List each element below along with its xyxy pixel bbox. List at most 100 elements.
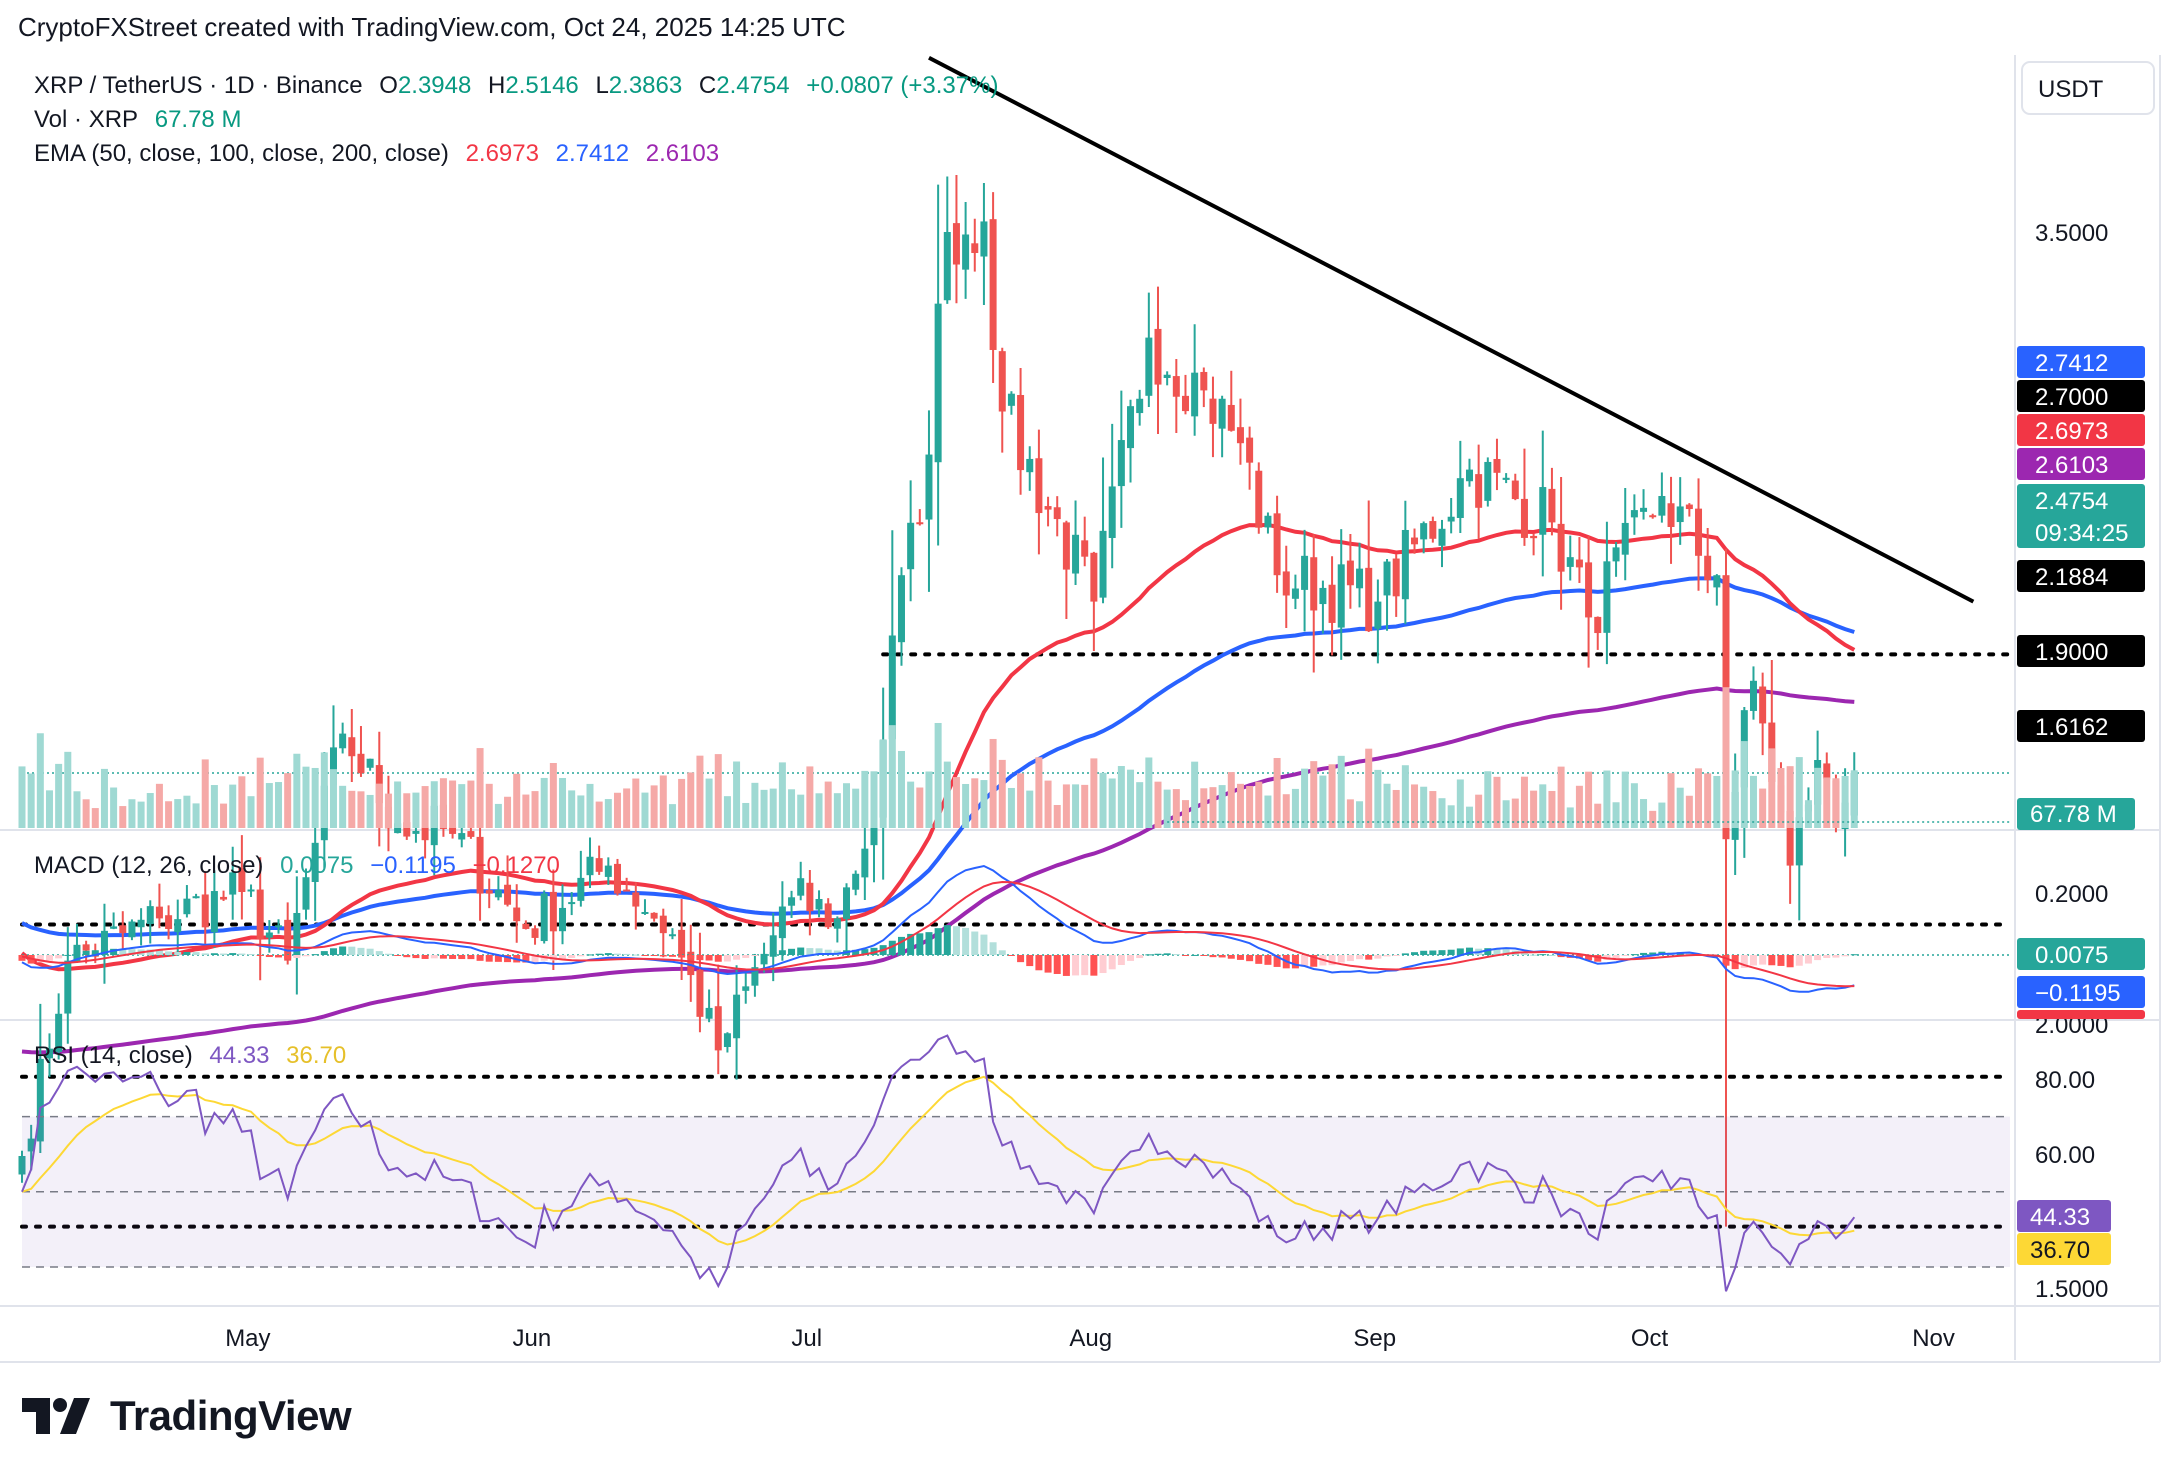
candle[interactable] xyxy=(1429,521,1437,539)
candle[interactable] xyxy=(1172,376,1180,397)
candle[interactable] xyxy=(604,865,612,877)
candle[interactable] xyxy=(1163,374,1171,378)
candle[interactable] xyxy=(1420,523,1428,540)
candle[interactable] xyxy=(1548,488,1556,523)
candle[interactable] xyxy=(82,944,90,951)
candle[interactable] xyxy=(27,1138,35,1152)
candle[interactable] xyxy=(18,1156,26,1175)
candle[interactable] xyxy=(155,906,163,919)
candle[interactable] xyxy=(952,223,960,265)
candle[interactable] xyxy=(1585,562,1593,618)
candle[interactable] xyxy=(36,1058,44,1142)
candle[interactable] xyxy=(632,892,640,907)
candle[interactable] xyxy=(1108,486,1116,538)
candle[interactable] xyxy=(1017,395,1025,471)
rsi-ma-line[interactable] xyxy=(21,1075,1855,1246)
candle[interactable] xyxy=(1127,406,1135,449)
candle[interactable] xyxy=(110,926,118,929)
candle[interactable] xyxy=(64,960,72,1014)
candle[interactable] xyxy=(1575,559,1583,568)
candle[interactable] xyxy=(962,234,970,270)
candle[interactable] xyxy=(1401,529,1409,600)
candle[interactable] xyxy=(238,868,246,892)
candle[interactable] xyxy=(1374,601,1382,629)
candle[interactable] xyxy=(449,827,457,834)
candle[interactable] xyxy=(778,906,786,939)
candle[interactable] xyxy=(55,1013,63,1052)
candle[interactable] xyxy=(559,907,567,932)
candle[interactable] xyxy=(485,890,493,894)
candle[interactable] xyxy=(531,928,539,938)
candle[interactable] xyxy=(1759,686,1767,724)
candle[interactable] xyxy=(833,918,841,929)
candle[interactable] xyxy=(613,863,621,894)
candle[interactable] xyxy=(229,872,237,895)
candle[interactable] xyxy=(1484,461,1492,501)
candle[interactable] xyxy=(421,827,429,841)
candle[interactable] xyxy=(1337,564,1345,628)
candle[interactable] xyxy=(870,812,878,846)
candle[interactable] xyxy=(907,522,915,570)
candle[interactable] xyxy=(1136,398,1144,414)
candle[interactable] xyxy=(1502,477,1510,480)
ema-label[interactable]: EMA (50, close, 100, close, 200, close) xyxy=(34,140,449,167)
candle[interactable] xyxy=(1255,470,1263,528)
candle[interactable] xyxy=(201,894,209,928)
candle[interactable] xyxy=(522,923,530,929)
candle[interactable] xyxy=(45,1048,53,1059)
candle[interactable] xyxy=(128,921,136,938)
candle[interactable] xyxy=(1145,337,1153,396)
candle[interactable] xyxy=(568,902,576,905)
candle[interactable] xyxy=(1044,506,1052,510)
symbol-title[interactable]: XRP / TetherUS · 1D · Binance xyxy=(34,72,363,99)
candle[interactable] xyxy=(311,842,319,882)
candle[interactable] xyxy=(659,915,667,934)
candle[interactable] xyxy=(1383,561,1391,596)
candle[interactable] xyxy=(1594,616,1602,634)
candle[interactable] xyxy=(1704,555,1712,581)
candle[interactable] xyxy=(1218,398,1226,429)
candle[interactable] xyxy=(1007,393,1015,406)
macd-signal-line[interactable] xyxy=(21,880,1855,988)
candle[interactable] xyxy=(1246,437,1254,463)
candle[interactable] xyxy=(467,831,475,837)
candle[interactable] xyxy=(861,848,869,878)
tradingview-logo[interactable]: TradingView xyxy=(22,1392,352,1440)
candle[interactable] xyxy=(806,882,814,912)
candle[interactable] xyxy=(943,232,951,301)
candle[interactable] xyxy=(705,1007,713,1019)
candle[interactable] xyxy=(1493,458,1501,473)
candle[interactable] xyxy=(256,889,264,940)
candle[interactable] xyxy=(494,890,502,898)
candle[interactable] xyxy=(412,830,420,834)
candle[interactable] xyxy=(760,953,768,965)
rsi-label[interactable]: RSI (14, close) xyxy=(34,1042,193,1069)
candle[interactable] xyxy=(1099,530,1107,598)
candle[interactable] xyxy=(1365,567,1373,632)
candle[interactable] xyxy=(394,823,402,834)
candle[interactable] xyxy=(1539,487,1547,535)
candle[interactable] xyxy=(366,758,374,768)
candle[interactable] xyxy=(1053,507,1061,520)
time-axis[interactable]: May Jun Jul Aug Sep Oct Nov xyxy=(225,1325,1955,1352)
candle[interactable] xyxy=(824,903,832,928)
candle[interactable] xyxy=(265,932,273,938)
candle[interactable] xyxy=(1356,568,1364,589)
descending-trendline[interactable] xyxy=(928,55,1975,604)
candle[interactable] xyxy=(815,898,823,910)
candle[interactable] xyxy=(1685,504,1693,510)
candle[interactable] xyxy=(1200,371,1208,391)
candle[interactable] xyxy=(586,856,594,876)
candle[interactable] xyxy=(1319,587,1327,605)
candle[interactable] xyxy=(275,925,283,928)
candle[interactable] xyxy=(733,994,741,1039)
candle[interactable] xyxy=(971,243,979,254)
candle[interactable] xyxy=(788,897,796,906)
candle[interactable] xyxy=(357,753,365,774)
candle[interactable] xyxy=(843,887,851,919)
candle[interactable] xyxy=(1640,507,1648,512)
candle[interactable] xyxy=(119,925,127,934)
candle[interactable] xyxy=(1823,763,1831,779)
price-axis[interactable]: 3.50002.00001.5000USDT2.74122.70002.6973… xyxy=(2017,61,2155,1303)
candle[interactable] xyxy=(192,896,200,899)
